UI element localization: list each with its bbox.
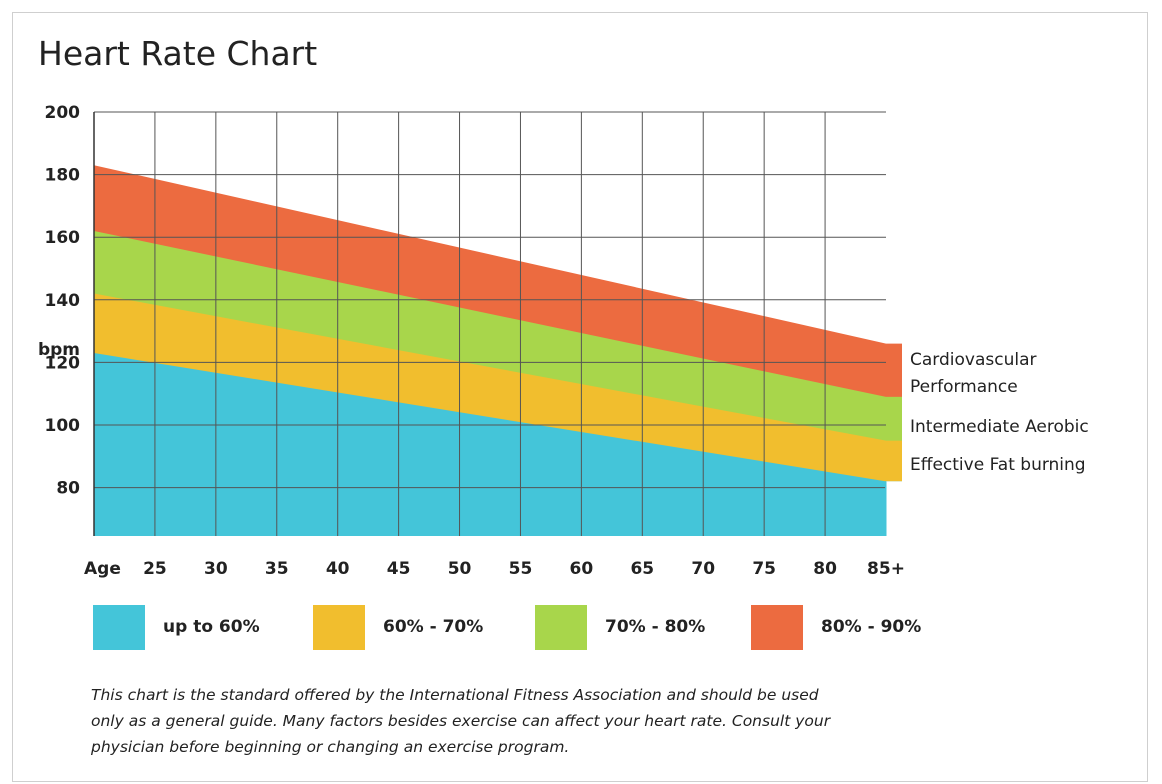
zone-label: Effective Fat burning: [910, 455, 1086, 475]
x-tick-label: 60: [570, 559, 594, 579]
x-tick-label: 75: [752, 559, 776, 579]
zone-end-edge: [885, 481, 887, 536]
x-tick-label: 40: [326, 559, 350, 579]
legend-label: up to 60%: [163, 617, 260, 637]
y-tick-label: 80: [56, 479, 80, 499]
y-tick-label: 140: [45, 291, 81, 311]
x-tick-label: 85+: [867, 559, 905, 579]
zone-label: Cardiovascular: [910, 350, 1036, 370]
legend-label: 60% - 70%: [383, 617, 484, 637]
zone-end-cap-mask: [886, 481, 902, 538]
zone-label: Intermediate Aerobic: [910, 417, 1089, 437]
legend-swatch: [535, 605, 587, 650]
x-prefix-label: Age: [84, 559, 121, 579]
x-tick-label: 35: [265, 559, 289, 579]
y-unit-label: bpm: [38, 340, 80, 360]
legend-swatch: [93, 605, 145, 650]
x-tick-label: 80: [813, 559, 837, 579]
legend-swatch: [313, 605, 365, 650]
footnote: This chart is the standard offered by th…: [91, 682, 1091, 760]
y-tick-label: 120: [45, 353, 81, 373]
zone-label: Performance: [910, 377, 1018, 397]
footnote-line: This chart is the standard offered by th…: [91, 686, 819, 704]
x-tick-label: 25: [143, 559, 167, 579]
legend-label: 70% - 80%: [605, 617, 706, 637]
chart-title: Heart Rate Chart: [38, 34, 318, 73]
y-tick-label: 160: [45, 228, 81, 248]
x-tick-label: 50: [448, 559, 472, 579]
legend-swatch: [751, 605, 803, 650]
x-tick-label: 70: [691, 559, 715, 579]
footnote-line: only as a general guide. Many factors be…: [91, 712, 831, 730]
x-tick-label: 45: [387, 559, 411, 579]
y-tick-label: 180: [45, 166, 81, 186]
footnote-line: physician before beginning or changing a…: [91, 738, 570, 756]
zone-band: [94, 353, 886, 536]
legend: up to 60% 60% - 70% 70% - 80% 80% - 90%: [93, 605, 973, 650]
x-tick-label: 55: [509, 559, 533, 579]
x-tick-label: 65: [630, 559, 654, 579]
y-tick-label: 100: [45, 416, 81, 436]
y-tick-label: 200: [45, 103, 81, 123]
x-tick-label: 30: [204, 559, 228, 579]
legend-label: 80% - 90%: [821, 617, 922, 637]
